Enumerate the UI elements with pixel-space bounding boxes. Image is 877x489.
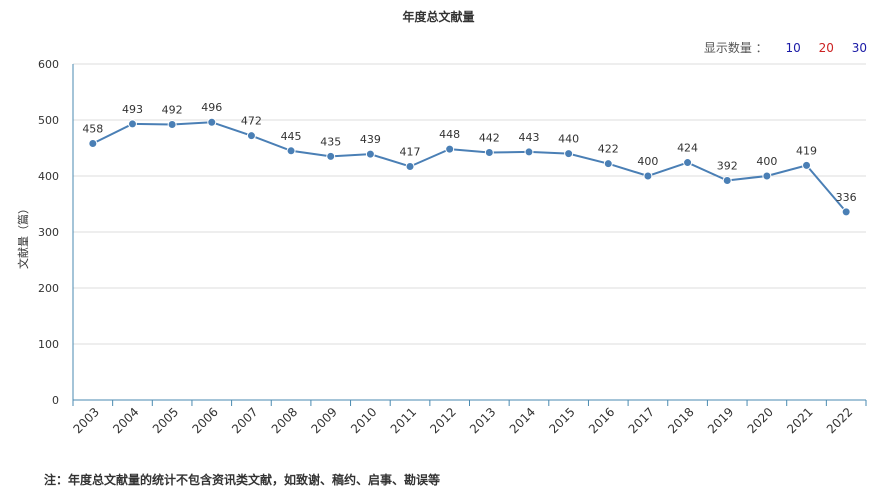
data-point[interactable] [246,131,256,141]
data-label: 445 [281,130,302,143]
series-line [92,121,847,213]
data-point[interactable] [167,119,177,129]
data-point[interactable] [762,171,772,181]
x-tick-label: 2004 [110,405,141,436]
data-point[interactable] [326,151,336,161]
data-point[interactable] [603,159,613,169]
data-point[interactable] [445,144,455,154]
y-tick-label: 500 [38,114,59,127]
count-option-10[interactable]: 10 [785,41,801,55]
axes [72,64,867,406]
count-option-20[interactable]: 20 [818,41,834,55]
x-tick-label: 2018 [665,405,696,436]
y-tick-label: 300 [38,226,59,239]
data-label: 435 [320,135,341,148]
data-label: 443 [518,131,539,144]
data-label: 442 [479,131,500,144]
data-label: 400 [756,155,777,168]
data-label: 417 [400,145,421,158]
data-label: 458 [82,123,103,136]
data-point[interactable] [207,117,217,127]
footnote: 注：年度总文献量的统计不包含资讯类文献，如致谢、稿约、启事、勘误等 [44,473,441,487]
display-count-selector: 显示数量 ： 10 20 30 [704,39,867,56]
x-tick-label: 2009 [308,405,339,436]
data-point[interactable] [484,147,494,157]
data-label: 496 [201,101,222,114]
x-tick-label: 2015 [546,405,577,436]
data-point[interactable] [643,171,653,181]
data-label: 419 [796,144,817,157]
x-tick-label: 2011 [388,405,419,436]
x-tick-label: 2006 [189,405,220,436]
data-point[interactable] [722,175,732,185]
data-label: 472 [241,115,262,128]
y-tick-labels: 0 100 200 300 400 500 600 [38,58,59,407]
data-point[interactable] [286,146,296,156]
x-tick-label: 2012 [427,405,458,436]
y-tick-label: 100 [38,338,59,351]
data-point[interactable] [405,161,415,171]
data-point[interactable] [365,149,375,159]
y-tick-label: 400 [38,170,59,183]
data-label: 392 [717,159,738,172]
x-tick-label: 2005 [150,405,181,436]
data-label: 493 [122,103,143,116]
data-label: 422 [598,143,619,156]
chart-title: 年度总文献量 [402,10,475,24]
data-label: 440 [558,133,579,146]
x-tick-label: 2003 [71,405,102,436]
display-count-label: 显示数量 ： [703,41,768,55]
x-tick-label: 2016 [586,405,617,436]
data-label: 336 [836,191,857,204]
x-tick-label: 2021 [784,405,815,436]
x-tick-label: 2020 [745,405,776,436]
x-tick-label: 2007 [229,405,260,436]
y-tick-label: 0 [52,394,59,407]
data-point[interactable] [564,149,574,159]
x-tick-label: 2017 [626,405,657,436]
x-tick-label: 2010 [348,405,379,436]
data-point[interactable] [841,207,851,217]
count-option-30[interactable]: 30 [851,41,867,55]
y-axis-label: 文献量（篇） [16,203,30,269]
data-label: 492 [162,103,183,116]
x-tick-label: 2019 [705,405,736,436]
grid-lines [73,63,866,345]
x-tick-label: 2013 [467,405,498,436]
y-tick-label: 200 [38,282,59,295]
data-point[interactable] [683,158,693,168]
data-point[interactable] [127,119,137,129]
x-tick-label: 2008 [269,405,300,436]
data-point[interactable] [88,139,98,149]
y-tick-label: 600 [38,58,59,71]
data-point[interactable] [524,147,534,157]
x-tick-label: 2014 [507,405,538,436]
data-label: 400 [637,155,658,168]
data-label: 424 [677,142,698,155]
data-label: 439 [360,133,381,146]
data-label: 448 [439,128,460,141]
x-tick-labels: 2003 2004 2005 2006 2007 2008 2009 2010 2011 2012… [71,405,856,436]
series-group: 458 493 492 496 472 445 435 439 417 448 442 443 440 4… [82,101,857,217]
data-point[interactable] [802,160,812,170]
x-tick-label: 2022 [824,405,855,436]
